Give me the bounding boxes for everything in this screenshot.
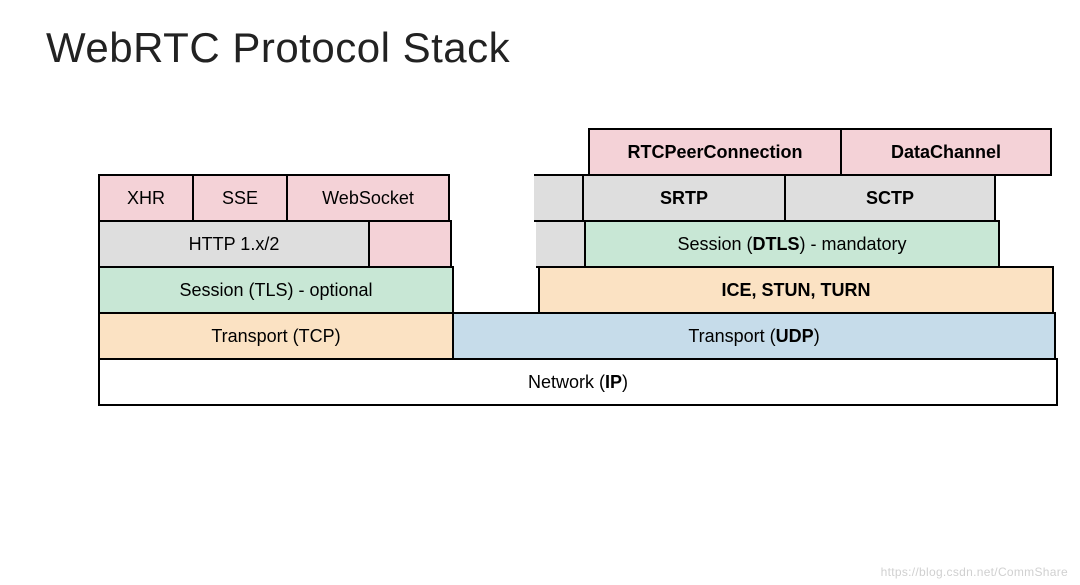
- protocol-stack-diagram: RTCPeerConnection DataChannel XHR SSE We…: [100, 130, 1060, 406]
- cell-dtls: Session (DTLS) - mandatory: [584, 220, 1000, 268]
- gap: [98, 128, 542, 176]
- cell-sctp: SCTP: [784, 174, 996, 222]
- row-network: Network (IP): [100, 360, 1060, 406]
- watermark: https://blog.csdn.net/CommShare: [881, 565, 1068, 579]
- cell-tls: Session (TLS) - optional: [98, 266, 454, 314]
- cell-datachannel: DataChannel: [840, 128, 1052, 176]
- cell-network: Network (IP): [98, 358, 1058, 406]
- cell-grey-leading-1: [534, 174, 584, 222]
- gap: [540, 128, 590, 176]
- cell-tcp: Transport (TCP): [98, 312, 454, 360]
- page-title: WebRTC Protocol Stack: [46, 24, 510, 72]
- cell-websocket: WebSocket: [286, 174, 450, 222]
- cell-xhr: XHR: [98, 174, 194, 222]
- cell-sse: SSE: [192, 174, 288, 222]
- cell-http: HTTP 1.x/2: [98, 220, 370, 268]
- gap: [452, 266, 540, 314]
- row-http-dtls: HTTP 1.x/2 Session (DTLS) - mandatory: [100, 222, 1060, 268]
- cell-http-trailing: [368, 220, 452, 268]
- gap: [450, 220, 538, 268]
- gap: [448, 174, 536, 222]
- cell-udp: Transport (UDP): [452, 312, 1056, 360]
- cell-ice: ICE, STUN, TURN: [538, 266, 1054, 314]
- row-right-apis: RTCPeerConnection DataChannel: [100, 130, 1060, 176]
- cell-grey-leading-2: [536, 220, 586, 268]
- cell-srtp: SRTP: [582, 174, 786, 222]
- row-transport: Transport (TCP) Transport (UDP): [100, 314, 1060, 360]
- cell-rtcpeerconnection: RTCPeerConnection: [588, 128, 842, 176]
- row-apis-srtp: XHR SSE WebSocket SRTP SCTP: [100, 176, 1060, 222]
- row-tls-ice: Session (TLS) - optional ICE, STUN, TURN: [100, 268, 1060, 314]
